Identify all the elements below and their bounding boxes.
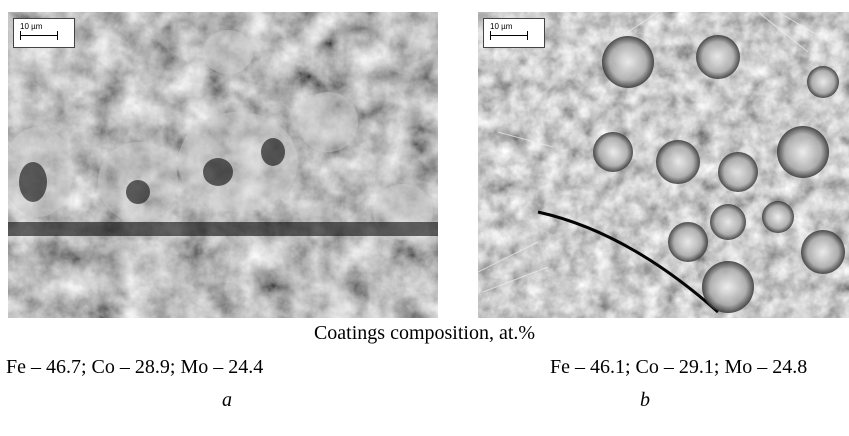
scale-label: 10 µm bbox=[490, 22, 512, 31]
scale-bar: 10 µm bbox=[13, 18, 75, 48]
panel-label-b: b bbox=[640, 389, 650, 412]
sem-image-b: 10 µm bbox=[478, 12, 849, 318]
sem-texture bbox=[8, 12, 438, 318]
caption: Coatings composition, at.% bbox=[0, 322, 849, 345]
sem-image-a: 10 µm bbox=[8, 12, 438, 318]
scale-label: 10 µm bbox=[20, 22, 42, 31]
panel-label-a: a bbox=[222, 389, 232, 412]
page: {"figure": {"panels": [ {"scale_bar": "1… bbox=[0, 0, 849, 436]
composition-b: Fe – 46.1; Co – 29.1; Mo – 24.8 bbox=[550, 356, 807, 379]
sem-texture bbox=[478, 12, 849, 318]
composition-a: Fe – 46.7; Co – 28.9; Mo – 24.4 bbox=[6, 356, 263, 379]
scale-bar: 10 µm bbox=[483, 18, 545, 48]
